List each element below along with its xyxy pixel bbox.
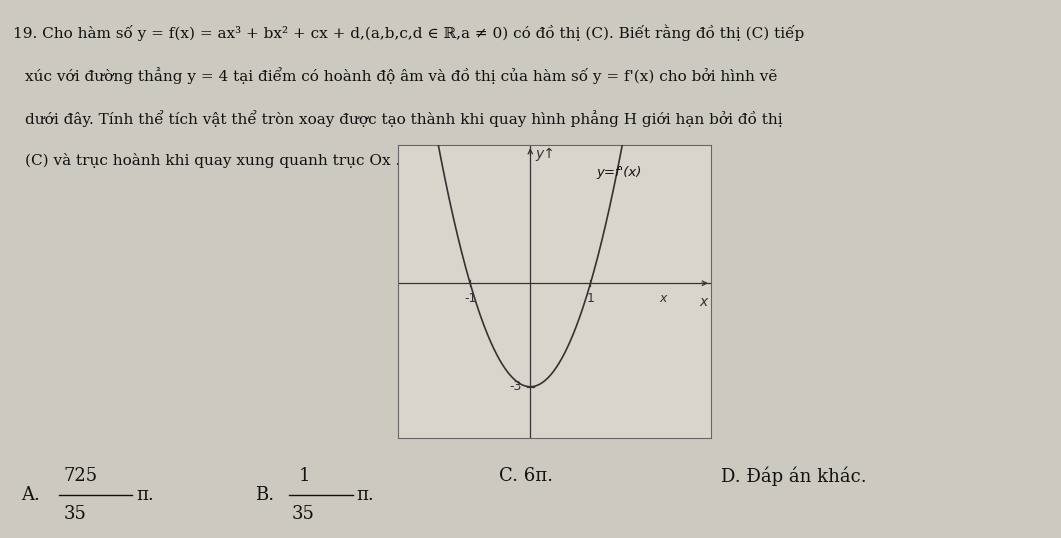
Text: 35: 35 <box>64 505 86 523</box>
Text: B.: B. <box>255 486 274 504</box>
Text: xúc với đường thẳng y = 4 tại điểm có hoành độ âm và đồ thị của hàm số y = f'(x): xúc với đường thẳng y = 4 tại điểm có ho… <box>25 67 778 84</box>
Text: 19. Cho hàm số y = f(x) = ax³ + bx² + cx + d,(a,b,c,d ∈ ℝ,a ≠ 0) có đồ thị (C). : 19. Cho hàm số y = f(x) = ax³ + bx² + cx… <box>13 24 804 41</box>
Text: D. Đáp án khác.: D. Đáp án khác. <box>721 466 867 486</box>
Text: y↑: y↑ <box>535 147 555 161</box>
Text: x: x <box>659 292 666 305</box>
Text: 1: 1 <box>299 467 310 485</box>
Text: -3: -3 <box>509 380 521 393</box>
Text: 1: 1 <box>587 292 594 305</box>
Text: y=f'(x): y=f'(x) <box>596 166 642 179</box>
Text: (C) và trục hoành khi quay xung quanh trục Ox .: (C) và trục hoành khi quay xung quanh tr… <box>25 153 401 168</box>
Text: π.: π. <box>136 486 154 504</box>
Text: -1: -1 <box>464 292 476 305</box>
Text: π.: π. <box>356 486 375 504</box>
Text: x: x <box>699 295 708 309</box>
Text: 725: 725 <box>64 467 98 485</box>
Text: C. 6π.: C. 6π. <box>499 467 553 485</box>
Text: dưới đây. Tính thể tích vật thể tròn xoay được tạo thành khi quay hình phẳng H g: dưới đây. Tính thể tích vật thể tròn xoa… <box>25 110 783 127</box>
Text: A.: A. <box>21 486 40 504</box>
Text: 35: 35 <box>292 505 315 523</box>
